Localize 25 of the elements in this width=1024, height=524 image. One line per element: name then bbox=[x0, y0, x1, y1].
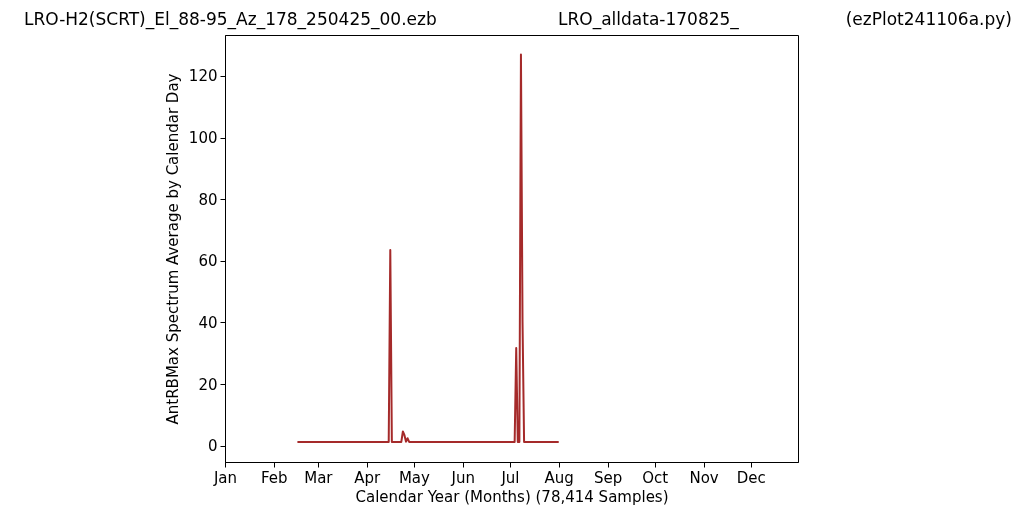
x-tick-label: Mar bbox=[304, 468, 334, 487]
text: LRO_alldata-170825_ bbox=[558, 9, 739, 29]
y-tick-label: 20 bbox=[198, 375, 218, 394]
y-tick-label: 40 bbox=[198, 313, 218, 332]
y-tick-label: 80 bbox=[198, 190, 218, 209]
y-tick-label: 100 bbox=[188, 129, 218, 148]
x-tick-label: May bbox=[398, 468, 431, 487]
chart-title: LRO-H2(SCRT)_El_88-95_Az_178_250425_00.ezb bbox=[24, 9, 437, 29]
x-tick-label: Jan bbox=[212, 468, 238, 487]
x-tick-label: Nov bbox=[689, 468, 719, 487]
x-tick-label: Feb bbox=[261, 468, 288, 487]
x-tick-label: Dec bbox=[736, 468, 766, 487]
x-tick-label: Oct bbox=[642, 468, 669, 487]
y-axis-title: AntRBMax Spectrum Average by Calendar Day bbox=[163, 73, 182, 425]
x-tick-label: Jun bbox=[450, 468, 475, 487]
y-tick-label: 60 bbox=[198, 252, 218, 271]
line-series bbox=[296, 53, 560, 443]
x-tick-label: Jul bbox=[500, 468, 520, 487]
x-axis-title: Calendar Year (Months) (78,414 Samples) bbox=[355, 487, 669, 506]
x-tick-label: Apr bbox=[354, 468, 381, 487]
y-tick-label: 120 bbox=[188, 67, 218, 86]
x-tick-label: Aug bbox=[544, 468, 574, 487]
x-tick-label: Sep bbox=[593, 468, 623, 487]
y-tick-label: 0 bbox=[207, 437, 218, 456]
text: (ezPlot241106a.py) bbox=[845, 9, 1012, 29]
